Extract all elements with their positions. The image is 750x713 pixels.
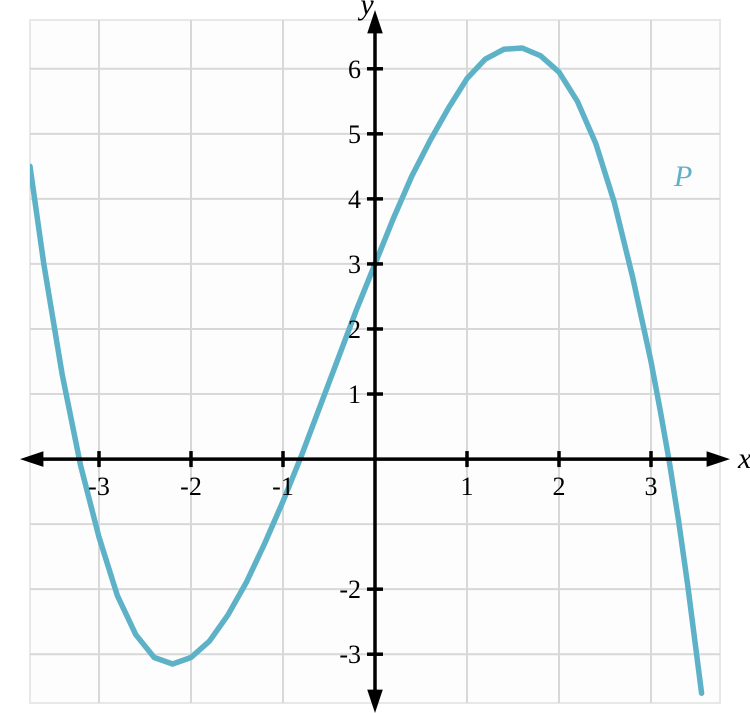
- y-tick-label: 6: [348, 55, 361, 84]
- y-tick-label: 4: [348, 185, 361, 214]
- y-tick-label: 3: [348, 250, 361, 279]
- x-tick-label: -1: [272, 472, 294, 501]
- y-axis-label: y: [357, 0, 374, 21]
- x-tick-label: 2: [553, 472, 566, 501]
- x-tick-label: 3: [645, 472, 658, 501]
- series-label: P: [673, 160, 692, 193]
- x-axis-label: x: [737, 442, 750, 475]
- y-tick-label: 2: [348, 315, 361, 344]
- y-tick-label: -3: [339, 640, 361, 669]
- chart-container: -3 -2 -1 1 2 3 -3 -2 1 2 3 4 5 6 x y P: [0, 0, 750, 713]
- y-tick-label: -2: [339, 575, 361, 604]
- x-tick-label: -3: [88, 472, 110, 501]
- polynomial-chart: -3 -2 -1 1 2 3 -3 -2 1 2 3 4 5 6 x y P: [0, 0, 750, 713]
- x-tick-label: -2: [180, 472, 202, 501]
- x-tick-label: 1: [461, 472, 474, 501]
- y-tick-label: 1: [348, 380, 361, 409]
- y-tick-label: 5: [348, 120, 361, 149]
